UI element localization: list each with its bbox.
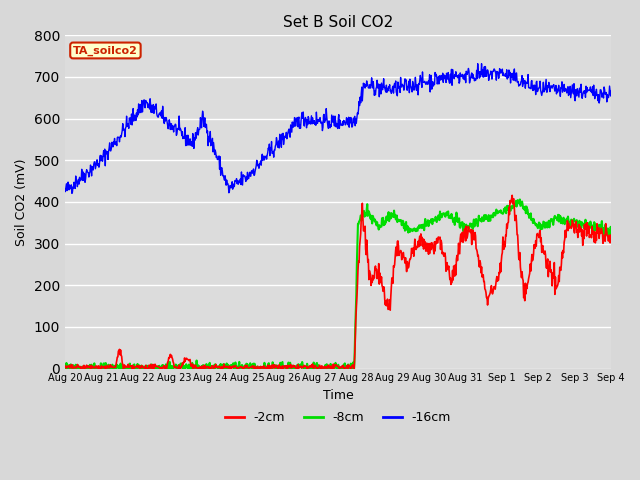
- Y-axis label: Soil CO2 (mV): Soil CO2 (mV): [15, 158, 28, 246]
- Legend: -2cm, -8cm, -16cm: -2cm, -8cm, -16cm: [220, 406, 456, 429]
- Title: Set B Soil CO2: Set B Soil CO2: [283, 15, 393, 30]
- X-axis label: Time: Time: [323, 389, 353, 402]
- Text: TA_soilco2: TA_soilco2: [73, 45, 138, 56]
